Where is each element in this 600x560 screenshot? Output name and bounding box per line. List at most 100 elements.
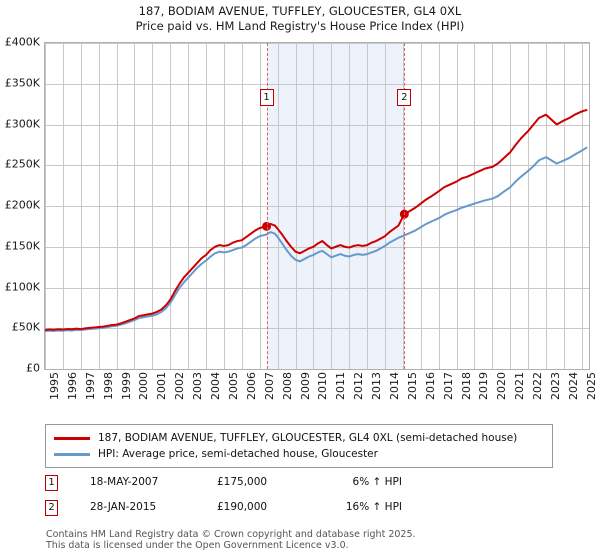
plot-marker-2[interactable]: 2 <box>397 89 412 106</box>
transaction-price-2: £190,000 <box>217 501 268 513</box>
legend-label-price-paid: 187, BODIAM AVENUE, TUFFLEY, GLOUCESTER,… <box>98 432 518 444</box>
x-tick-2004: 2004 <box>209 372 223 400</box>
x-tick-2013: 2013 <box>370 372 384 400</box>
gridline-h <box>45 83 589 85</box>
gridline-v <box>492 43 494 369</box>
x-tick-2019: 2019 <box>477 372 491 400</box>
legend-swatch-price-paid <box>54 436 90 440</box>
series-line <box>45 108 588 331</box>
y-tick-4: £200K <box>4 198 40 212</box>
gridline-v <box>313 43 315 369</box>
x-tick-2010: 2010 <box>316 372 330 400</box>
x-tick-1998: 1998 <box>101 372 115 400</box>
legend-swatch-hpi <box>54 452 90 456</box>
x-tick-2003: 2003 <box>191 372 205 400</box>
gridline-v <box>295 43 297 369</box>
transaction-vline-1 <box>266 43 268 369</box>
gridline-v <box>581 43 583 369</box>
gridline-v <box>349 43 351 369</box>
gridline-v <box>62 43 64 369</box>
x-tick-2015: 2015 <box>405 372 419 400</box>
x-tick-2016: 2016 <box>423 372 437 400</box>
transaction-date-2: 28-JAN-2015 <box>90 501 157 513</box>
transaction-vline-2 <box>404 43 406 369</box>
x-tick-2001: 2001 <box>155 372 169 400</box>
transaction-hpi-delta-1: 6% ↑ HPI <box>352 476 402 488</box>
footer-line-1: Contains HM Land Registry data © Crown c… <box>46 529 416 540</box>
gridline-v <box>546 43 548 369</box>
legend-item-hpi: HPI: Average price, semi-detached house,… <box>54 446 544 462</box>
x-tick-2007: 2007 <box>262 372 276 400</box>
gridline-v <box>259 43 261 369</box>
gridline-h <box>45 287 589 289</box>
x-tick-2000: 2000 <box>137 372 151 400</box>
transaction-date-1: 18-MAY-2007 <box>90 476 159 488</box>
footer-line-2: This data is licensed under the Open Gov… <box>46 540 349 551</box>
title-line-1: 187, BODIAM AVENUE, TUFFLEY, GLOUCESTER,… <box>138 4 462 18</box>
gridline-v <box>420 43 422 369</box>
gridline-h <box>45 246 589 248</box>
x-tick-1995: 1995 <box>48 372 61 400</box>
gridline-v <box>188 43 190 369</box>
x-tick-1996: 1996 <box>65 372 79 400</box>
x-tick-2022: 2022 <box>531 372 545 400</box>
y-tick-0: £0 <box>26 361 40 375</box>
x-tick-1999: 1999 <box>119 372 133 400</box>
transaction-price-1: £175,000 <box>217 476 268 488</box>
legend-label-hpi: HPI: Average price, semi-detached house,… <box>98 448 378 460</box>
gridline-v <box>510 43 512 369</box>
gridline-v <box>98 43 100 369</box>
transaction-row-1[interactable]: 1 18-MAY-2007 £175,000 6% ↑ HPI <box>45 475 402 494</box>
x-tick-2023: 2023 <box>549 372 563 400</box>
gridline-v <box>134 43 136 369</box>
x-tick-2011: 2011 <box>334 372 348 400</box>
title-line-2: Price paid vs. HM Land Registry's House … <box>135 19 465 33</box>
y-tick-3: £150K <box>4 239 40 253</box>
x-axis-labels: 1995 1996 1997 1998 1999 2000 2001 2002 2003 2004… <box>44 372 598 412</box>
y-tick-6: £300K <box>4 117 40 130</box>
legend-item-price-paid: 187, BODIAM AVENUE, TUFFLEY, GLOUCESTER,… <box>54 430 544 446</box>
page-title: 187, BODIAM AVENUE, TUFFLEY, GLOUCESTER,… <box>0 4 600 34</box>
gridline-h <box>45 328 589 330</box>
gridline-v <box>367 43 369 369</box>
x-tick-2009: 2009 <box>298 372 312 400</box>
x-tick-2006: 2006 <box>244 372 258 400</box>
footer-attribution: Contains HM Land Registry data © Crown c… <box>46 529 586 551</box>
y-tick-1: £50K <box>11 320 40 334</box>
gridline-h <box>45 206 589 207</box>
x-tick-2008: 2008 <box>280 372 294 400</box>
transaction-row-2[interactable]: 2 28-JAN-2015 £190,000 16% ↑ HPI <box>45 500 402 519</box>
gridline-v <box>563 43 565 369</box>
gridline-v <box>206 43 208 369</box>
y-tick-7: £350K <box>4 76 40 90</box>
gridline-v <box>170 43 172 369</box>
gridline-v <box>223 43 225 369</box>
x-tick-2021: 2021 <box>513 372 527 400</box>
gridline-v <box>474 43 476 369</box>
x-tick-2020: 2020 <box>495 372 509 400</box>
series-lines <box>45 108 588 333</box>
y-tick-2: £100K <box>4 280 40 293</box>
gridline-v <box>80 43 82 369</box>
gridline-v <box>331 43 333 369</box>
x-tick-2014: 2014 <box>388 372 401 400</box>
x-tick-2018: 2018 <box>459 372 473 400</box>
x-tick-2012: 2012 <box>352 372 366 400</box>
y-tick-5: £250K <box>4 157 40 171</box>
series-line <box>45 146 588 333</box>
x-tick-2017: 2017 <box>441 372 455 400</box>
x-tick-2005: 2005 <box>226 372 240 400</box>
gridline-v <box>277 43 279 369</box>
transaction-marker-1: 1 <box>45 475 58 491</box>
x-tick-1997: 1997 <box>83 372 97 400</box>
gridline-v <box>402 43 404 369</box>
plot-marker-1[interactable]: 1 <box>259 89 274 106</box>
gridline-v <box>438 43 440 369</box>
gridline-v <box>45 43 46 369</box>
gridline-h <box>45 165 589 167</box>
x-tick-2002: 2002 <box>173 372 187 400</box>
x-tick-2025: 2025 <box>584 372 598 400</box>
gridline-v <box>152 43 154 369</box>
gridline-v <box>456 43 458 369</box>
